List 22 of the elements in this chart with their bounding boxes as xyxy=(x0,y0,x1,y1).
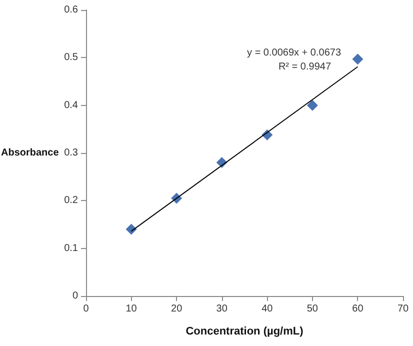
y-tick-label: 0.5 xyxy=(64,52,78,64)
point xyxy=(352,54,364,65)
x-tick-label: 50 xyxy=(306,304,318,314)
y-tick-label: 0.1 xyxy=(64,242,78,254)
y-tick-label: 0.4 xyxy=(64,100,78,111)
annotation: y = 0.0069x + 0.0673 xyxy=(247,48,342,58)
y-axis-title: Absorbance xyxy=(1,148,60,158)
x-tick-label: 0 xyxy=(83,304,90,314)
x-tick-label: 10 xyxy=(126,304,138,314)
y-tick-label: 0.3 xyxy=(64,148,78,158)
x-tick-label: 70 xyxy=(397,304,409,314)
y-tick-label: 0.2 xyxy=(64,195,78,206)
x-tick-label: 20 xyxy=(171,304,183,314)
y-tick-label: 0.6 xyxy=(64,4,78,16)
point xyxy=(126,224,137,235)
annotation: R² = 0.9947 xyxy=(278,62,332,72)
x-tick-label: 60 xyxy=(352,304,364,314)
y-tick-label: 0 xyxy=(72,290,78,302)
x-tick-label: 30 xyxy=(216,304,228,314)
point xyxy=(306,100,318,111)
x-axis-title: Concentration (µg/mL) xyxy=(186,326,304,338)
x-tick-label: 40 xyxy=(262,304,274,314)
